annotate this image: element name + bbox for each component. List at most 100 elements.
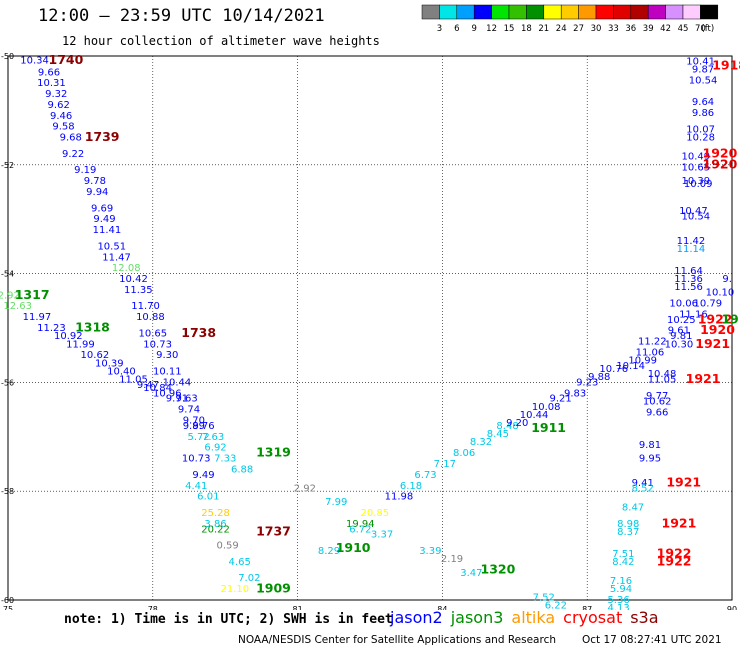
swh-value: 10.65 [138, 328, 167, 339]
footer-note: note: 1) Time is in UTC; 2) SWH is in fe… [64, 612, 393, 627]
swh-value: 7.99 [325, 497, 347, 508]
plot-frame [7, 55, 733, 601]
swh-value: 10.92 [54, 331, 83, 342]
swh-value: 10.06 [669, 299, 698, 310]
pass-time-label: 1920 [703, 156, 738, 171]
swh-value: 9.58 [52, 122, 74, 133]
mission-cryosat: cryosat [563, 608, 623, 627]
swh-value: 6.01 [197, 492, 219, 503]
swh-value: 9.74 [178, 405, 200, 416]
pass-time-label: 1318 [75, 320, 110, 335]
swh-value: 11.05 [119, 375, 148, 386]
scale-label: 36 [625, 24, 636, 34]
swh-value: 7.16 [610, 576, 632, 587]
y-tick-label: -50 [1, 52, 14, 61]
pass-time-label: 1921 [662, 515, 697, 530]
swh-value: 11.56 [674, 282, 703, 293]
scale-label: 70 [695, 24, 706, 34]
swh-value: 9. [722, 274, 732, 285]
swh-value: 9.66 [38, 67, 60, 78]
pass-time-label: 1920 [703, 145, 738, 160]
swh-value: 7.02 [238, 573, 260, 584]
swh-value: 12.63 [3, 301, 32, 312]
swh-value: 10.25 [667, 315, 696, 326]
swh-value: 11.99 [66, 339, 95, 350]
swh-value: 10.62 [81, 350, 110, 361]
swh-value: 9.47 [137, 380, 159, 391]
swh-value: 4.13 [607, 603, 629, 610]
swh-values: 10.349.6610.319.329.629.469.589.689.229.… [0, 55, 734, 610]
swh-value: 11.14 [677, 244, 706, 255]
mission-jason3: jason3 [450, 608, 504, 627]
scale-label: 27 [573, 24, 584, 34]
scale-label: 12 [486, 24, 497, 34]
swh-value: 10.08 [532, 402, 561, 413]
pass-time-label: 1911 [531, 420, 566, 435]
pass-time-label: 1921 [686, 371, 721, 386]
swh-value: 9.78 [84, 176, 106, 187]
swh-value: 10.79 [694, 299, 723, 310]
scale-label: 15 [504, 24, 515, 34]
swh-value: 4.41 [185, 481, 207, 492]
swh-value: 6.18 [400, 481, 422, 492]
swh-value: 8.32 [470, 437, 492, 448]
swh-value: 8.29 [318, 546, 340, 557]
swh-value: 3.47 [460, 568, 482, 579]
mission-altika: altika [511, 608, 556, 627]
mission-legend: jason2 jason3 altika cryosat s3a [390, 608, 667, 627]
swh-value: 12.92 [0, 290, 20, 301]
swh-value: 11.41 [93, 225, 122, 236]
mission-s3a: s3a [630, 608, 659, 627]
scale-label: 24 [556, 24, 567, 34]
swh-value: 9.76 [192, 421, 214, 432]
swh-value: 9.70 [183, 415, 205, 426]
pass-time-label: 1320 [481, 562, 516, 577]
swh-value: 9.62 [48, 100, 70, 111]
y-tick-label: -60 [1, 596, 14, 605]
swh-value: 7.51 [612, 549, 634, 560]
swh-value: 8.42 [612, 557, 634, 568]
swh-value: 8.52 [632, 483, 654, 494]
pass-time-label: 1317 [15, 287, 50, 302]
swh-value: 10.14 [616, 361, 645, 372]
swh-value: 6.92 [204, 443, 226, 454]
scale-label: 42 [660, 24, 671, 34]
swh-value: 9.88 [588, 372, 610, 383]
swh-value: 9.81 [639, 440, 661, 451]
scale-label: 45 [678, 24, 689, 34]
y-tick-label: -54 [1, 270, 14, 279]
swh-value: 9.22 [62, 149, 84, 160]
swh-value: 10.54 [681, 211, 710, 222]
swh-value: 11.22 [638, 337, 667, 348]
swh-value: 9.87 [692, 65, 714, 76]
pass-time-label: 1910 [336, 540, 371, 555]
swh-value: 2.92 [294, 483, 316, 494]
swh-value: 9.68 [60, 133, 82, 144]
swh-value: 5.36 [607, 595, 629, 606]
swh-value: 12.08 [112, 263, 141, 274]
mission-jason2: jason2 [390, 608, 443, 627]
wave-height-plot: 75 78 81 84 87 90-50-52-54-56-58-6010.349.661… [0, 52, 740, 610]
color-scale: 3 6 9 12 15 18 21 24 27 30 33 36 39 42 45 70(ft) [421, 4, 719, 34]
swh-value: 9.41 [632, 478, 654, 489]
pass-time-label: 1739 [85, 129, 120, 144]
swh-value: 10.44 [163, 377, 192, 388]
swh-value: 9.61 [668, 326, 690, 337]
x-tick-label: 84 [437, 605, 447, 610]
swh-value: 9.19 [74, 165, 96, 176]
swh-value: 10.34 [20, 55, 49, 66]
swh-value: 9.66 [646, 407, 668, 418]
swh-value: 6.22 [545, 600, 567, 610]
x-tick-label: 81 [293, 605, 303, 610]
swh-value: 10.73 [143, 339, 172, 350]
scale-label: 33 [608, 24, 619, 34]
y-tick-label: -58 [1, 487, 14, 496]
swh-value: 8.45 [487, 429, 509, 440]
swh-value: 21.10 [221, 584, 250, 595]
swh-value: 9.71 [166, 394, 188, 405]
swh-value: 3.39 [419, 546, 441, 557]
chart-subtitle: 12 hour collection of altimeter wave hei… [62, 34, 380, 48]
swh-value: 9.49 [93, 214, 115, 225]
swh-value: 10.62 [643, 396, 672, 407]
swh-value: 11.16 [679, 309, 708, 320]
